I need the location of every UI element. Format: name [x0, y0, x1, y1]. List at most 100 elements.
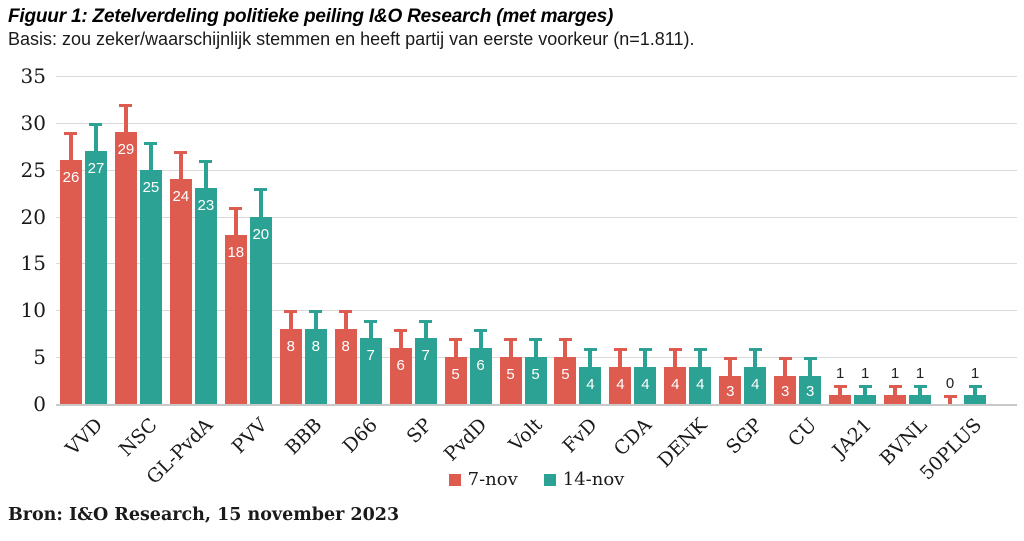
- error-bar-cap-7-nov-50PLUS: [943, 394, 957, 398]
- bar-value-label: 3: [781, 383, 790, 400]
- bar-7-nov-SP: [389, 347, 412, 404]
- bar-14-nov-50PLUS: [964, 394, 987, 404]
- bar-value-label: 7: [421, 347, 430, 365]
- bar-7-nov-BVNL: [884, 394, 907, 404]
- bar-14-nov-GL-PvdA: [194, 188, 217, 404]
- error-bar-cap-7-nov-GL-PvdA: [174, 150, 188, 154]
- x-axis-label-PvdD: PvdD: [440, 414, 492, 466]
- error-bar-cap-14-nov-FvD: [583, 347, 597, 351]
- x-axis-label-BBB: BBB: [281, 414, 327, 460]
- bar-14-nov-PvdD: [469, 347, 492, 404]
- error-bar-stem-7-nov-GL-PvdA: [178, 150, 183, 180]
- error-bar-cap-14-nov-SGP: [748, 347, 762, 351]
- error-bar-stem-7-nov-CU: [783, 357, 788, 376]
- bar-14-nov-D66: [359, 338, 382, 404]
- bar-value-label: 1: [915, 365, 925, 383]
- chart-legend: 7-nov 14-nov: [56, 469, 1017, 490]
- bar-7-nov-PvdD: [444, 357, 467, 404]
- bar-value-label: 25: [142, 178, 160, 196]
- error-bar-cap-14-nov-JA21: [858, 385, 872, 389]
- gridline-30: [56, 123, 1017, 124]
- error-bar-stem-14-nov-BBB: [313, 310, 318, 330]
- error-bar-cap-14-nov-PvdD: [474, 329, 488, 333]
- error-bar-stem-14-nov-GL-PvdA: [203, 160, 208, 189]
- bar-value-label: 5: [451, 366, 460, 384]
- error-bar-cap-14-nov-VVD: [89, 122, 103, 126]
- x-axis-label-Volt: Volt: [504, 414, 547, 456]
- error-bar-stem-7-nov-CDA: [618, 347, 623, 367]
- error-bar-cap-7-nov-BBB: [284, 310, 298, 314]
- error-bar-stem-14-nov-PVV: [258, 188, 263, 217]
- error-bar-stem-7-nov-PvdD: [453, 338, 458, 358]
- error-bar-stem-7-nov-BVNL: [893, 385, 898, 395]
- error-bar-cap-7-nov-JA21: [833, 385, 847, 389]
- bar-value-label: 23: [197, 197, 215, 215]
- y-axis-tick-30: 30: [20, 111, 46, 135]
- legend-item-7-nov: 7-nov: [448, 469, 518, 490]
- error-bar-cap-14-nov-Volt: [529, 338, 542, 342]
- bar-value-label: 26: [62, 169, 80, 187]
- error-bar-cap-7-nov-CDA: [613, 347, 627, 351]
- gridline-20: [56, 217, 1017, 218]
- source-note: Bron: I&O Research, 15 november 2023: [8, 505, 400, 525]
- legend-swatch-7-nov: [448, 473, 461, 486]
- bar-value-label: 7: [366, 347, 375, 365]
- bar-14-nov-BVNL: [909, 394, 932, 404]
- x-axis-line: [56, 404, 1017, 406]
- bar-7-nov-CDA: [609, 366, 632, 404]
- error-bar-stem-14-nov-CU: [808, 357, 813, 376]
- error-bar-cap-7-nov-SGP: [723, 357, 737, 361]
- x-axis-label-CDA: CDA: [610, 414, 657, 461]
- bar-value-label: 1: [835, 365, 845, 383]
- error-bar-stem-14-nov-NSC: [148, 141, 153, 170]
- error-bar-cap-14-nov-D66: [364, 319, 378, 323]
- x-axis-label-VVD: VVD: [61, 414, 108, 460]
- error-bar-cap-14-nov-BVNL: [913, 385, 927, 389]
- bar-14-nov-BBB: [304, 329, 327, 404]
- error-bar-stem-7-nov-NSC: [123, 104, 128, 133]
- bar-7-nov-PVV: [224, 235, 247, 404]
- bar-value-label: 3: [806, 383, 815, 400]
- error-bar-cap-14-nov-NSC: [144, 141, 158, 145]
- error-bar-stem-14-nov-Volt: [533, 338, 538, 358]
- error-bar-cap-14-nov-DENK: [693, 347, 707, 351]
- bar-7-nov-BBB: [279, 329, 302, 404]
- bar-14-nov-NSC: [139, 169, 162, 404]
- y-axis-tick-5: 5: [33, 345, 46, 369]
- y-axis-tick-35: 35: [20, 64, 46, 88]
- bar-7-nov-Volt: [499, 357, 522, 404]
- legend-item-14-nov: 14-nov: [543, 469, 624, 490]
- error-bar-cap-7-nov-BVNL: [888, 385, 902, 389]
- bar-14-nov-FvD: [579, 366, 602, 404]
- bar-value-label: 0: [945, 374, 955, 392]
- error-bar-stem-7-nov-D66: [343, 310, 348, 330]
- gridline-10: [56, 310, 1017, 311]
- error-bar-stem-14-nov-D66: [368, 319, 373, 339]
- bar-value-label: 27: [87, 159, 105, 177]
- gridline-35: [56, 76, 1017, 77]
- bar-7-nov-GL-PvdA: [169, 179, 192, 404]
- error-bar-cap-14-nov-CU: [803, 357, 817, 361]
- error-bar-cap-7-nov-NSC: [119, 104, 133, 108]
- y-axis-tick-10: 10: [20, 298, 46, 322]
- error-bar-stem-14-nov-FvD: [588, 347, 593, 367]
- y-axis-tick-20: 20: [20, 205, 46, 229]
- x-axis-label-NSC: NSC: [115, 414, 162, 461]
- bar-value-label: 4: [586, 375, 595, 393]
- bar-7-nov-VVD: [59, 160, 82, 404]
- y-axis-tick-15: 15: [20, 251, 46, 275]
- bar-value-label: 1: [860, 365, 870, 383]
- error-bar-stem-7-nov-BBB: [288, 310, 293, 330]
- bar-value-label: 24: [172, 188, 190, 206]
- error-bar-stem-7-nov-FvD: [563, 338, 568, 358]
- bar-value-label: 5: [531, 366, 540, 384]
- legend-label: 7-nov: [467, 469, 518, 490]
- bar-value-label: 5: [561, 366, 570, 384]
- error-bar-stem-7-nov-50PLUS: [948, 394, 953, 404]
- bar-7-nov-DENK: [664, 366, 687, 404]
- error-bar-cap-7-nov-DENK: [668, 347, 682, 351]
- bar-value-label: 1: [970, 365, 980, 383]
- error-bar-stem-7-nov-JA21: [838, 385, 843, 395]
- error-bar-stem-14-nov-DENK: [698, 347, 703, 367]
- error-bar-cap-7-nov-SP: [394, 329, 408, 333]
